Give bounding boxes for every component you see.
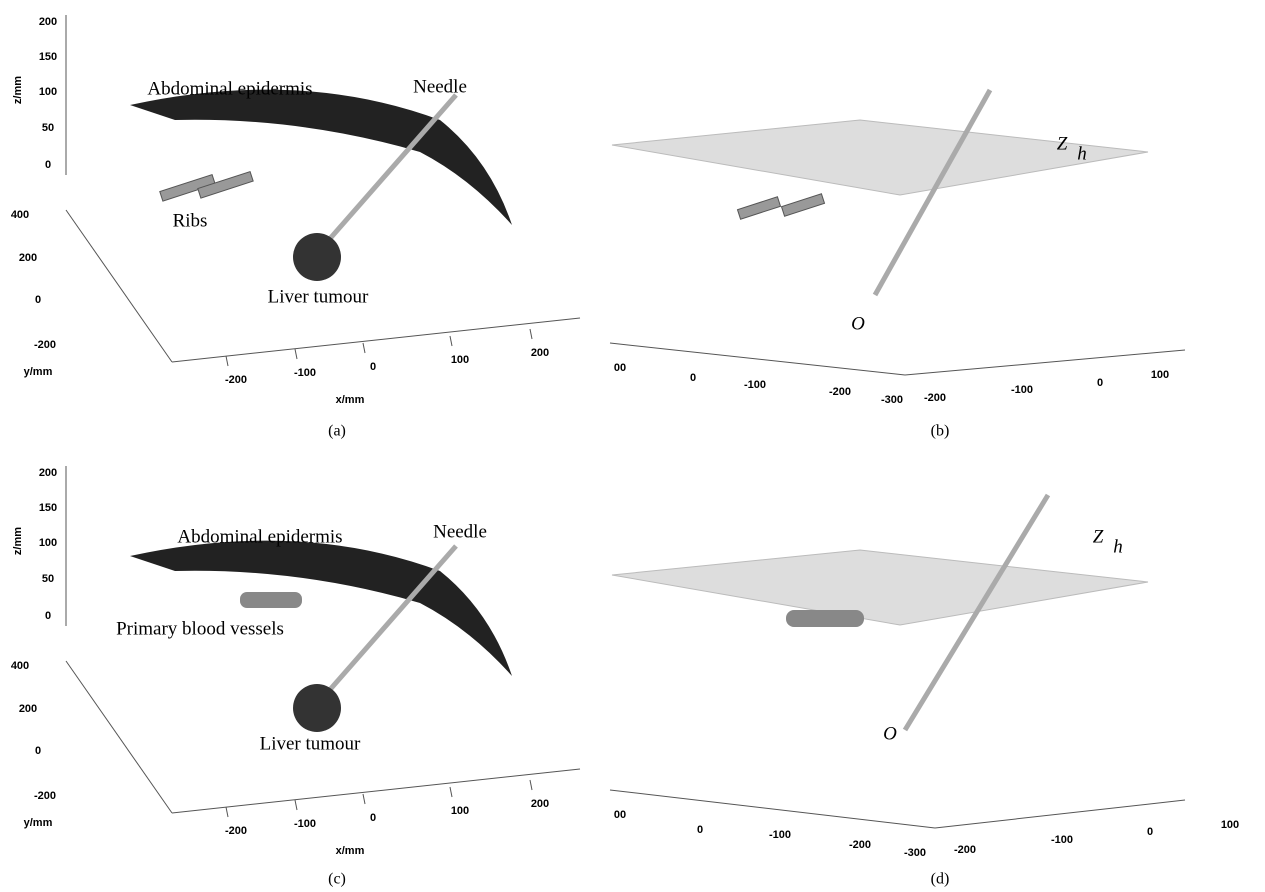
x-tick — [450, 336, 452, 346]
tick-label: 100 — [1221, 819, 1239, 831]
x-axis-label: x/mm — [336, 845, 365, 857]
origin-label: O — [883, 723, 897, 744]
figure: 200 150 100 50 0 400 200 0 -200 -200 -100 0 100 200 z/… — [0, 0, 1265, 892]
x-tick — [226, 807, 228, 817]
rib — [781, 194, 824, 216]
tick-label: -100 — [1011, 384, 1033, 396]
plane — [612, 120, 1148, 195]
y-axis-label: y/mm — [24, 817, 53, 829]
plane-subscript: h — [1077, 143, 1087, 164]
caption: (a) — [328, 423, 346, 440]
z-tick-label: 50 — [42, 573, 54, 585]
plane-label: Z — [1093, 526, 1104, 547]
caption: (c) — [328, 871, 346, 888]
x-tick-label: 100 — [451, 354, 469, 366]
plane-subscript: h — [1113, 536, 1123, 557]
x-tick — [363, 794, 365, 804]
axis — [905, 350, 1185, 375]
x-tick-label: 200 — [531, 798, 549, 810]
y-tick-label: -200 — [34, 339, 56, 351]
plane — [612, 550, 1148, 625]
annotation: Needle — [413, 76, 467, 97]
rib — [737, 197, 780, 219]
y-tick-label: 0 — [35, 294, 41, 306]
tick-label: 00 — [614, 362, 626, 374]
y-tick-label: -200 — [34, 790, 56, 802]
axis — [610, 790, 935, 828]
tumour — [293, 684, 341, 732]
z-tick-label: 150 — [39, 502, 57, 514]
y-tick-label: 400 — [11, 660, 29, 672]
annotation: Liver tumour — [268, 286, 369, 307]
x-tick-label: 100 — [451, 805, 469, 817]
y-tick-label: 200 — [19, 252, 37, 264]
x-tick — [295, 800, 297, 810]
z-tick-label: 50 — [42, 122, 54, 134]
z-axis-label: z/mm — [12, 76, 24, 104]
tick-label: -200 — [924, 392, 946, 404]
tick-label: 0 — [1097, 377, 1103, 389]
origin-label: O — [851, 313, 865, 334]
z-tick-label: 100 — [39, 537, 57, 549]
x-axis — [172, 769, 580, 813]
tick-label: -200 — [849, 839, 871, 851]
x-tick — [530, 329, 532, 339]
annotation: Needle — [433, 521, 487, 542]
tick-label: 0 — [697, 824, 703, 836]
x-axis-label: x/mm — [336, 394, 365, 406]
tick-label: -300 — [904, 847, 926, 859]
y-tick-label: 200 — [19, 703, 37, 715]
tick-label: -100 — [1051, 834, 1073, 846]
z-tick-label: 150 — [39, 51, 57, 63]
caption: (d) — [931, 871, 950, 888]
x-tick-label: -200 — [225, 825, 247, 837]
z-tick-label: 100 — [39, 86, 57, 98]
x-tick — [226, 356, 228, 366]
axis — [610, 343, 905, 375]
tick-label: 00 — [614, 809, 626, 821]
y-axis — [66, 661, 172, 813]
x-tick — [295, 349, 297, 359]
tick-label: -200 — [954, 844, 976, 856]
epidermis — [130, 90, 512, 225]
z-axis-label: z/mm — [12, 527, 24, 555]
x-tick-label: 0 — [370, 812, 376, 824]
z-tick-label: 0 — [45, 610, 51, 622]
x-axis — [172, 318, 580, 362]
axis — [935, 800, 1185, 828]
annotation: Primary blood vessels — [116, 618, 284, 639]
y-axis-label: y/mm — [24, 366, 53, 378]
y-tick-label: 0 — [35, 745, 41, 757]
z-tick-label: 200 — [39, 467, 57, 479]
tumour — [293, 233, 341, 281]
annotation: Ribs — [173, 210, 208, 231]
tick-label: -100 — [744, 379, 766, 391]
z-tick-label: 200 — [39, 16, 57, 28]
tick-label: -300 — [881, 394, 903, 406]
tick-label: -100 — [769, 829, 791, 841]
x-tick-label: -200 — [225, 374, 247, 386]
x-tick — [450, 787, 452, 797]
y-tick-label: 400 — [11, 209, 29, 221]
vessel — [240, 592, 302, 608]
y-axis — [66, 210, 172, 362]
x-tick-label: 0 — [370, 361, 376, 373]
x-tick-label: -100 — [294, 818, 316, 830]
tick-label: -200 — [829, 386, 851, 398]
plane-label: Z — [1057, 133, 1068, 154]
annotation: Liver tumour — [260, 733, 361, 754]
x-tick-label: 200 — [531, 347, 549, 359]
annotation: Abdominal epidermis — [177, 526, 342, 547]
tick-label: 0 — [1147, 826, 1153, 838]
x-tick — [363, 343, 365, 353]
annotation: Abdominal epidermis — [147, 78, 312, 99]
caption: (b) — [931, 423, 950, 440]
epidermis — [130, 541, 512, 676]
x-tick — [530, 780, 532, 790]
z-tick-label: 0 — [45, 159, 51, 171]
vessel — [786, 610, 864, 627]
tick-label: 100 — [1151, 369, 1169, 381]
tick-label: 0 — [690, 372, 696, 384]
x-tick-label: -100 — [294, 367, 316, 379]
